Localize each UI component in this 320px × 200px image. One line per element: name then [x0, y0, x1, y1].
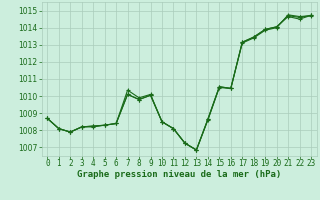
X-axis label: Graphe pression niveau de la mer (hPa): Graphe pression niveau de la mer (hPa)	[77, 170, 281, 179]
